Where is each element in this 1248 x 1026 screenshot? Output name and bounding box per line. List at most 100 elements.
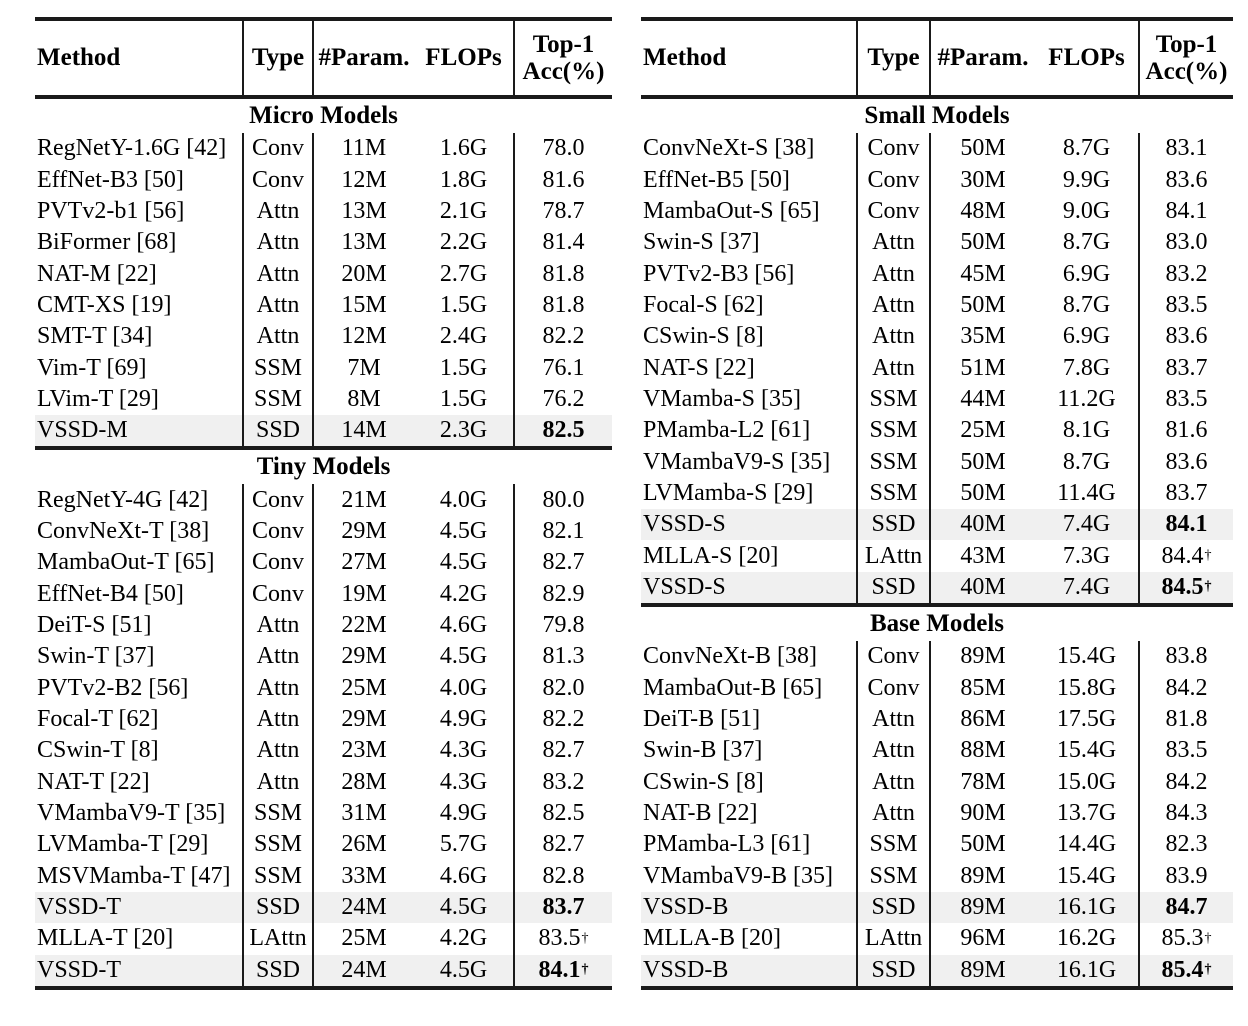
table-row: VSSD-S SSD 40M 7.4G 84.5 † <box>641 571 1233 604</box>
type-cell: SSM <box>242 829 314 861</box>
method-cell: MambaOut-T [65] <box>37 549 215 576</box>
flops-cell: 2.3G <box>439 417 488 444</box>
type-cell: Attn <box>242 195 314 228</box>
acc-value: 76.2 <box>542 385 585 412</box>
type-cell: SSM <box>856 860 931 892</box>
acc-value: 84.1 <box>1165 197 1208 224</box>
params-cell: 11M <box>341 135 387 162</box>
table-row: Swin-T [37] Attn 29M 4.5G 81.3 <box>35 641 612 673</box>
acc-cell: 84.2 <box>1138 672 1233 704</box>
params-cell: 50M <box>960 229 1006 256</box>
type-cell: Attn <box>242 672 314 704</box>
table-row: CSwin-S [8] Attn 35M 6.9G 83.6 <box>641 321 1233 353</box>
col-header-top1-line2: Acc(%) <box>1145 58 1228 85</box>
params-cell: 45M <box>960 260 1006 287</box>
method-cell: ConvNeXt-T [38] <box>37 517 210 544</box>
params-cell: 26M <box>341 831 387 858</box>
params-cell: 22M <box>341 611 387 638</box>
type-cell: SSD <box>856 509 931 541</box>
acc-cell: 82.5 <box>513 797 612 830</box>
method-cell: VSSD-T <box>37 956 122 983</box>
table-row: CSwin-T [8] Attn 23M 4.3G 82.7 <box>35 735 612 767</box>
params-cell: 89M <box>960 862 1006 889</box>
flops-cell: 8.1G <box>1062 417 1111 444</box>
acc-cell: 82.5 <box>513 415 612 447</box>
acc-cell: 81.6 <box>1138 415 1233 447</box>
params-cell: 7M <box>347 354 381 381</box>
flops-cell: 4.2G <box>439 925 488 952</box>
acc-cell: 78.0 <box>513 133 612 165</box>
type-cell: Conv <box>242 164 314 196</box>
table-row: VMambaV9-B [35] SSM 89M 15.4G 83.9 <box>641 860 1233 892</box>
method-cell: NAT-M [22] <box>37 260 157 287</box>
type-cell: Conv <box>242 547 314 579</box>
type-cell: SSD <box>856 891 931 924</box>
method-cell: PVTv2-B2 [56] <box>37 674 189 701</box>
params-cell: 23M <box>341 737 387 764</box>
acc-value: 82.7 <box>542 831 585 858</box>
type-cell: Conv <box>856 672 931 704</box>
params-cell: 24M <box>341 894 387 921</box>
acc-value: 82.2 <box>542 323 585 350</box>
type-cell: LAttn <box>856 923 931 955</box>
acc-cell: 78.7 <box>513 195 612 228</box>
method-cell: MambaOut-S [65] <box>643 197 820 224</box>
acc-value: 83.7 <box>1165 354 1208 381</box>
acc-cell: 83.7 <box>1138 352 1233 384</box>
acc-value: 83.5 <box>1165 291 1208 318</box>
params-cell: 89M <box>960 956 1006 983</box>
params-cell: 13M <box>341 197 387 224</box>
type-cell: Conv <box>242 515 314 548</box>
params-cell: 78M <box>960 768 1006 795</box>
acc-cell: 83.5 <box>1138 289 1233 322</box>
type-cell: SSM <box>856 446 931 478</box>
acc-cell: 83.9 <box>1138 860 1233 892</box>
table-header: Method Type #Param. FLOPs Top-1 Acc(%) <box>641 21 1233 95</box>
flops-cell: 15.4G <box>1056 643 1117 670</box>
col-header-method: Method <box>643 44 727 72</box>
acc-cell: 83.6 <box>1138 446 1233 478</box>
flops-cell: 2.1G <box>439 197 488 224</box>
flops-cell: 4.9G <box>439 800 488 827</box>
col-header-top1-line1: Top-1 <box>532 30 595 58</box>
params-cell: 20M <box>341 260 387 287</box>
table-row: VMambaV9-T [35] SSM 31M 4.9G 82.5 <box>35 797 612 830</box>
table-row: VSSD-B SSD 89M 16.1G 85.4 † <box>641 954 1233 986</box>
method-cell: VSSD-M <box>37 417 128 444</box>
acc-cell: 81.4 <box>513 227 612 259</box>
type-cell: LAttn <box>856 540 931 572</box>
method-cell: ConvNeXt-B [38] <box>643 643 817 670</box>
method-cell: PVTv2-B3 [56] <box>643 260 795 287</box>
table-row: LVMamba-S [29] SSM 50M 11.4G 83.7 <box>641 477 1233 510</box>
acc-cell: 83.7 <box>1138 477 1233 510</box>
type-cell: Conv <box>242 484 314 516</box>
acc-cell: 84.7 <box>1138 891 1233 924</box>
method-cell: RegNetY-1.6G [42] <box>37 135 227 162</box>
flops-cell: 4.3G <box>439 768 488 795</box>
flops-cell: 15.0G <box>1056 768 1117 795</box>
method-cell: RegNetY-4G [42] <box>37 486 209 513</box>
results-table-small-base: Method Type #Param. FLOPs Top-1 Acc(%) S… <box>641 17 1233 990</box>
params-cell: 25M <box>341 925 387 952</box>
col-header-top1-acc: Top-1 Acc(%) <box>1138 21 1233 95</box>
header-rule <box>35 95 612 99</box>
flops-cell: 8.7G <box>1062 291 1111 318</box>
col-header-top1-line2: Acc(%) <box>522 58 605 85</box>
acc-cell: 82.1 <box>513 515 612 548</box>
acc-cell: 82.2 <box>513 703 612 736</box>
params-cell: 21M <box>341 486 387 513</box>
col-header-top1-acc: Top-1 Acc(%) <box>513 21 612 95</box>
method-cell: MSVMamba-T [47] <box>37 862 231 889</box>
flops-cell: 1.5G <box>439 354 488 381</box>
acc-cell: 81.8 <box>513 258 612 290</box>
flops-cell: 7.4G <box>1062 573 1111 600</box>
type-cell: Conv <box>242 133 314 165</box>
acc-value: 81.8 <box>1165 706 1208 733</box>
type-cell: Conv <box>856 133 931 165</box>
params-cell: 50M <box>960 291 1006 318</box>
acc-cell: 81.6 <box>513 164 612 196</box>
flops-cell: 2.2G <box>439 229 488 256</box>
flops-cell: 4.2G <box>439 580 488 607</box>
type-cell: Attn <box>856 766 931 798</box>
type-cell: Attn <box>856 321 931 353</box>
